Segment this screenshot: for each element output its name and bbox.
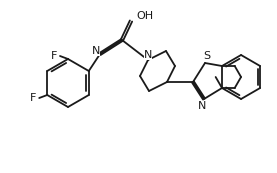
Text: OH: OH — [136, 11, 153, 21]
Text: F: F — [30, 93, 36, 103]
Text: F: F — [51, 51, 57, 61]
Text: N: N — [144, 50, 152, 60]
Text: N: N — [92, 46, 100, 56]
Text: N: N — [198, 101, 206, 111]
Text: S: S — [203, 51, 211, 61]
